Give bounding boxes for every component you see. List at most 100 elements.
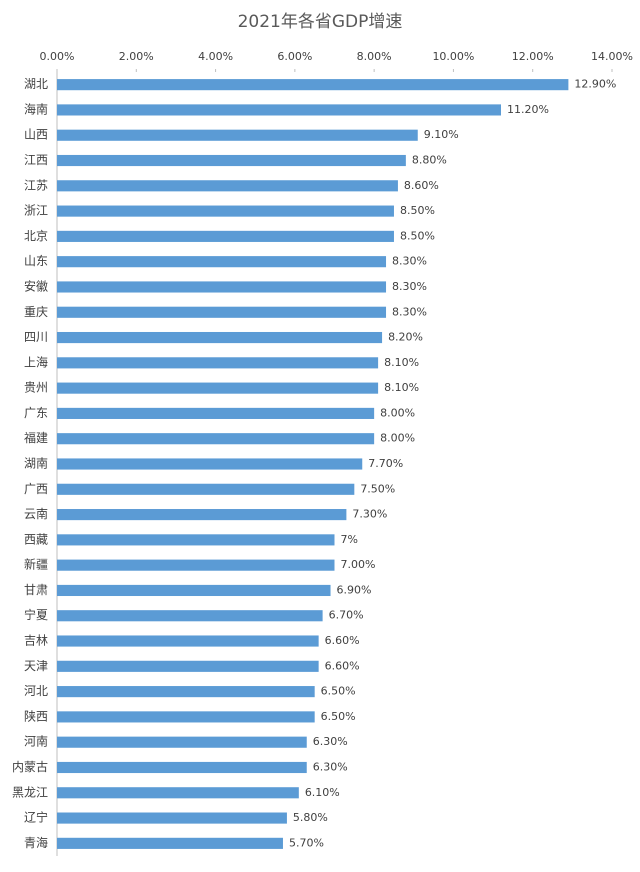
y-tick-label: 江苏 bbox=[24, 178, 48, 192]
y-tick-label: 青海 bbox=[24, 835, 48, 850]
bar bbox=[57, 534, 335, 546]
bar bbox=[57, 787, 299, 799]
bar bbox=[57, 610, 323, 622]
bar bbox=[57, 635, 319, 647]
y-tick-label: 湖北 bbox=[24, 76, 48, 91]
bar bbox=[57, 331, 383, 344]
bar bbox=[57, 129, 418, 141]
data-label: 6.60% bbox=[325, 659, 360, 672]
bar bbox=[57, 584, 331, 597]
y-tick-label: 广西 bbox=[24, 482, 48, 496]
data-label: 8.10% bbox=[384, 356, 419, 369]
data-label: 8.30% bbox=[392, 280, 427, 293]
y-tick-label: 河南 bbox=[24, 734, 48, 749]
y-tick-label: 海南 bbox=[24, 101, 48, 116]
y-tick-label: 河北 bbox=[24, 684, 48, 698]
data-label: 5.70% bbox=[289, 836, 324, 849]
bar bbox=[57, 180, 398, 192]
y-tick-label: 浙江 bbox=[24, 204, 48, 218]
y-tick-label: 黑龙江 bbox=[12, 785, 48, 799]
bar bbox=[57, 154, 406, 167]
bar bbox=[57, 761, 307, 774]
data-label: 8.10% bbox=[384, 381, 419, 394]
y-tick-label: 湖南 bbox=[24, 456, 48, 471]
x-tick-label: 6.00% bbox=[277, 50, 312, 63]
y-tick-label: 广东 bbox=[24, 406, 48, 420]
chart-title: 2021年各省GDP增速 bbox=[238, 12, 403, 32]
bar bbox=[57, 256, 387, 268]
x-tick-label: 14.00% bbox=[591, 50, 633, 63]
y-tick-label: 云南 bbox=[24, 506, 48, 521]
data-label: 8.00% bbox=[380, 432, 415, 445]
bar bbox=[57, 433, 375, 445]
data-label: 8.20% bbox=[388, 331, 423, 344]
bar bbox=[57, 382, 379, 394]
data-label: 8.30% bbox=[392, 255, 427, 268]
bar bbox=[57, 660, 319, 672]
bar bbox=[57, 230, 394, 242]
x-tick-label: 2.00% bbox=[119, 50, 154, 63]
bar bbox=[57, 711, 315, 723]
bar bbox=[57, 104, 501, 116]
data-label: 8.80% bbox=[412, 154, 447, 167]
y-tick-label: 西藏 bbox=[24, 532, 48, 546]
y-tick-label: 四川 bbox=[24, 330, 48, 344]
bar bbox=[57, 559, 335, 571]
data-label: 8.60% bbox=[404, 179, 439, 192]
y-tick-label: 福建 bbox=[24, 430, 48, 445]
data-label: 7.00% bbox=[341, 558, 376, 571]
bar bbox=[57, 686, 315, 698]
y-tick-label: 北京 bbox=[24, 229, 48, 243]
data-label: 6.50% bbox=[321, 685, 356, 698]
y-tick-label: 山东 bbox=[24, 254, 48, 268]
y-tick-label: 内蒙古 bbox=[12, 759, 48, 774]
data-label: 6.70% bbox=[329, 609, 364, 622]
bar bbox=[57, 812, 287, 824]
y-tick-label: 贵州 bbox=[24, 381, 48, 395]
data-label: 7.70% bbox=[368, 457, 403, 470]
data-label: 11.20% bbox=[507, 103, 549, 116]
bar bbox=[57, 458, 363, 470]
data-label: 12.90% bbox=[574, 78, 616, 91]
x-tick-label: 12.00% bbox=[512, 50, 554, 63]
data-label: 6.10% bbox=[305, 786, 340, 799]
bar bbox=[57, 407, 375, 419]
data-label: 7% bbox=[341, 533, 358, 546]
x-tick-label: 4.00% bbox=[198, 50, 233, 63]
y-tick-label: 上海 bbox=[24, 354, 48, 369]
data-label: 8.50% bbox=[400, 229, 435, 242]
bar bbox=[57, 281, 387, 293]
y-tick-label: 吉林 bbox=[24, 634, 48, 648]
x-tick-label: 0.00% bbox=[40, 50, 75, 63]
y-tick-label: 甘肃 bbox=[24, 583, 48, 597]
bar bbox=[57, 837, 283, 849]
bar bbox=[57, 79, 569, 91]
data-label: 8.30% bbox=[392, 305, 427, 318]
y-tick-label: 江西 bbox=[24, 153, 48, 167]
y-tick-label: 新疆 bbox=[24, 557, 48, 572]
bar bbox=[57, 736, 307, 748]
bar bbox=[57, 357, 379, 369]
y-tick-label: 天津 bbox=[24, 659, 48, 673]
bar bbox=[57, 306, 387, 318]
data-label: 6.60% bbox=[325, 634, 360, 647]
data-label: 8.00% bbox=[380, 406, 415, 419]
y-tick-label: 重庆 bbox=[24, 305, 48, 319]
x-tick-label: 8.00% bbox=[357, 50, 392, 63]
data-label: 6.90% bbox=[337, 583, 372, 596]
y-tick-label: 山西 bbox=[24, 128, 48, 142]
bar bbox=[57, 483, 355, 495]
bar bbox=[57, 509, 347, 521]
y-tick-label: 宁夏 bbox=[24, 607, 48, 622]
data-label: 5.80% bbox=[293, 811, 328, 824]
data-label: 9.10% bbox=[424, 128, 459, 141]
y-tick-label: 陕西 bbox=[24, 708, 48, 723]
bar bbox=[57, 205, 394, 217]
data-label: 6.30% bbox=[313, 760, 348, 773]
data-label: 7.50% bbox=[360, 482, 395, 495]
x-tick-label: 10.00% bbox=[432, 50, 474, 63]
y-tick-label: 安徽 bbox=[24, 278, 48, 293]
y-tick-label: 辽宁 bbox=[24, 810, 48, 825]
